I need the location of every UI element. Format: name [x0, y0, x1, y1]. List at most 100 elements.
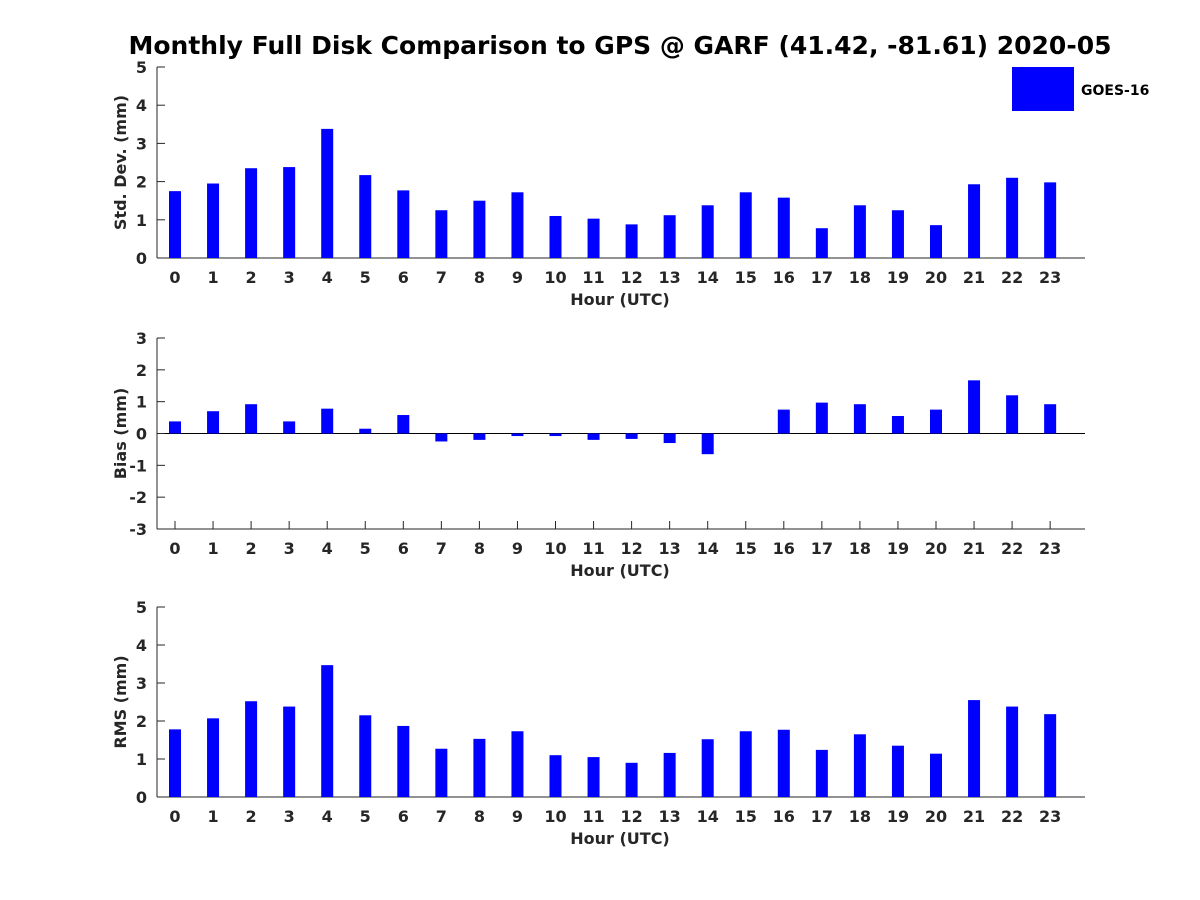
bar-hour-5 [359, 715, 372, 797]
bar-hour-22 [1006, 177, 1019, 258]
x-tick-label: 15 [735, 539, 757, 558]
x-tick-label: 12 [620, 807, 642, 826]
bar-hour-8 [473, 738, 486, 797]
bar-hour-23 [1044, 182, 1057, 258]
x-tick-label: 16 [773, 268, 795, 287]
x-tick-label: 21 [963, 807, 985, 826]
bar-hour-0 [169, 729, 181, 797]
y-axis-label: RMS (mm) [111, 655, 130, 748]
bar-hour-3 [283, 421, 296, 434]
y-tick-label: 0 [136, 788, 147, 807]
bar-hour-12 [625, 224, 638, 258]
bar-hour-3 [283, 706, 296, 797]
x-tick-label: 15 [735, 268, 757, 287]
legend: GOES-16 [1012, 67, 1149, 111]
bar-hour-19 [891, 210, 904, 258]
x-tick-label: 17 [811, 268, 833, 287]
y-tick-label: 0 [136, 249, 147, 268]
x-tick-label: 11 [582, 539, 604, 558]
bar-hour-1 [207, 411, 220, 434]
x-axis-label: Hour (UTC) [570, 829, 670, 848]
x-tick-label: 7 [436, 268, 447, 287]
bar-hour-11 [587, 433, 600, 440]
x-tick-label: 19 [887, 539, 909, 558]
bar-hour-8 [473, 200, 486, 258]
x-tick-label: 6 [398, 807, 409, 826]
bar-hour-6 [397, 725, 410, 797]
bar-hour-11 [587, 218, 600, 258]
chart-title: Monthly Full Disk Comparison to GPS @ GA… [129, 31, 1112, 60]
bar-hour-3 [283, 167, 296, 258]
x-tick-label: 14 [697, 807, 719, 826]
bar-hour-21 [968, 380, 981, 434]
y-axis-label: Bias (mm) [111, 388, 130, 480]
bar-hour-5 [359, 175, 372, 258]
x-tick-label: 4 [322, 268, 333, 287]
x-tick-label: 1 [207, 807, 218, 826]
y-tick-label: 3 [136, 134, 147, 153]
x-tick-label: 5 [360, 268, 371, 287]
x-tick-label: 21 [963, 539, 985, 558]
bar-hour-12 [625, 762, 638, 797]
x-tick-label: 14 [697, 268, 719, 287]
x-tick-label: 23 [1039, 268, 1061, 287]
x-tick-label: 22 [1001, 539, 1023, 558]
x-tick-label: 16 [773, 807, 795, 826]
bar-hour-11 [587, 757, 600, 797]
x-tick-label: 23 [1039, 539, 1061, 558]
bar-hour-2 [245, 701, 258, 797]
bar-hour-18 [853, 205, 866, 258]
bar-hour-16 [777, 409, 790, 434]
y-tick-label: 4 [136, 636, 147, 655]
bar-hour-12 [625, 433, 638, 439]
bar-hour-20 [930, 753, 942, 797]
x-tick-label: 0 [169, 539, 180, 558]
x-tick-label: 15 [735, 807, 757, 826]
y-tick-label: 1 [136, 750, 147, 769]
x-tick-label: 20 [925, 807, 947, 826]
x-tick-label: 4 [322, 539, 333, 558]
y-tick-label: 2 [136, 173, 147, 192]
bar-hour-13 [663, 752, 676, 797]
y-tick-label: 3 [136, 674, 147, 693]
y-tick-label: 5 [136, 598, 147, 617]
x-tick-label: 1 [207, 268, 218, 287]
y-tick-label: -1 [129, 456, 147, 475]
x-tick-label: 3 [284, 539, 295, 558]
x-axis-label: Hour (UTC) [570, 290, 670, 309]
x-tick-label: 8 [474, 807, 485, 826]
x-tick-label: 3 [284, 268, 295, 287]
bar-hour-15 [739, 192, 752, 258]
bar-hour-14 [701, 205, 714, 258]
bar-hour-21 [968, 184, 981, 258]
bar-hour-10 [549, 215, 562, 258]
x-tick-label: 8 [474, 539, 485, 558]
bar-hour-16 [777, 197, 790, 258]
x-tick-label: 19 [887, 807, 909, 826]
bar-hour-9 [511, 433, 524, 437]
bar-hour-9 [511, 192, 524, 258]
x-tick-label: 9 [512, 807, 523, 826]
bar-hour-23 [1044, 714, 1057, 797]
bar-hour-8 [473, 433, 486, 440]
x-tick-label: 5 [360, 807, 371, 826]
bar-hour-17 [815, 749, 828, 797]
x-tick-label: 9 [512, 539, 523, 558]
bar-hour-20 [930, 409, 942, 434]
x-tick-label: 13 [659, 807, 681, 826]
bar-hour-22 [1006, 395, 1019, 434]
x-tick-label: 11 [582, 807, 604, 826]
x-tick-label: 20 [925, 539, 947, 558]
bar-hour-15 [739, 731, 752, 797]
x-tick-label: 21 [963, 268, 985, 287]
x-tick-label: 10 [544, 268, 566, 287]
x-tick-label: 20 [925, 268, 947, 287]
bar-hour-5 [359, 428, 372, 434]
y-tick-label: -3 [129, 520, 147, 539]
bar-hour-14 [701, 433, 714, 455]
bar-hour-13 [663, 215, 676, 258]
x-tick-label: 0 [169, 807, 180, 826]
